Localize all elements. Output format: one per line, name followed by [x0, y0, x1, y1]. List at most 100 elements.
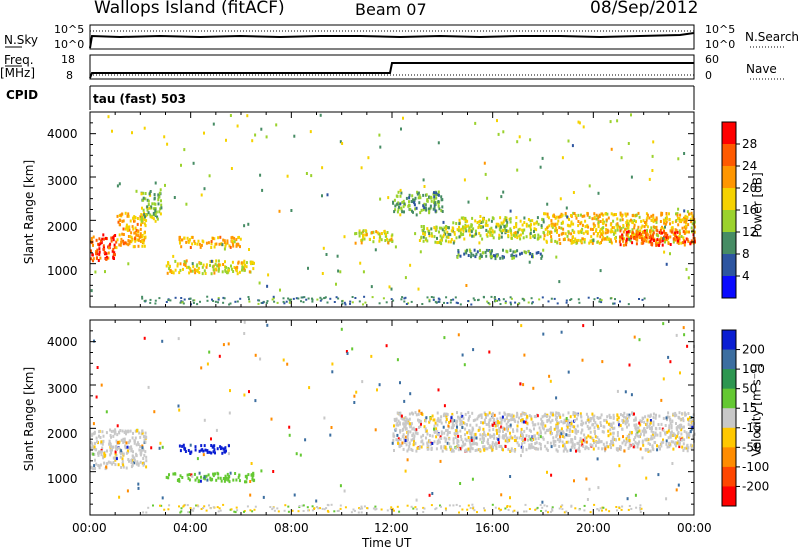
heatmap-cell [232, 478, 235, 482]
heatmap-cell [293, 493, 296, 497]
heatmap-cell [95, 250, 98, 254]
heatmap-cell [330, 503, 333, 506]
heatmap-cell [183, 148, 186, 152]
heatmap-cell [645, 423, 648, 426]
heatmap-cell [472, 297, 475, 300]
heatmap-cell [542, 218, 545, 222]
heatmap-cell [451, 419, 454, 423]
heatmap-cell [504, 227, 507, 231]
heatmap-cell [509, 425, 512, 429]
heatmap-cell [143, 218, 146, 222]
heatmap-cell [102, 233, 105, 237]
heatmap-cell [196, 457, 199, 461]
heatmap-cell [141, 239, 144, 243]
heatmap-cell [467, 254, 470, 257]
heatmap-cell [542, 220, 545, 224]
heatmap-cell [487, 432, 490, 436]
heatmap-cell [660, 236, 663, 240]
heatmap-cell [110, 445, 113, 449]
heatmap-cell [664, 222, 667, 226]
heatmap-cell [468, 226, 471, 230]
heatmap-cell [669, 243, 672, 246]
heatmap-cell [311, 297, 313, 300]
heatmap-cell [630, 235, 632, 239]
heatmap-cell [665, 236, 668, 240]
heatmap-cell [435, 226, 438, 230]
heatmap-cell [663, 237, 666, 241]
heatmap-cell [652, 416, 655, 420]
freq-tick-top: 18 [61, 53, 75, 66]
heatmap-cell [258, 281, 261, 285]
heatmap-cell [214, 300, 217, 303]
heatmap-cell [424, 206, 427, 210]
heatmap-cell [431, 234, 434, 238]
heatmap-cell [639, 504, 642, 507]
heatmap-cell [229, 114, 232, 117]
heatmap-cell [375, 230, 378, 234]
heatmap-cell [560, 330, 563, 334]
heatmap-cell [200, 475, 202, 479]
heatmap-cell [266, 284, 269, 288]
heatmap-cell [350, 511, 353, 514]
heatmap-cell [627, 423, 630, 427]
heatmap-cell [601, 238, 604, 242]
heatmap-cell [534, 437, 537, 441]
heatmap-cell [513, 232, 516, 235]
heatmap-cell [409, 263, 412, 267]
heatmap-cell [440, 242, 443, 246]
heatmap-cell [160, 206, 163, 210]
heatmap-cell [546, 202, 549, 206]
heatmap-cell [287, 505, 290, 508]
heatmap-cell [503, 255, 505, 259]
heatmap-cell [555, 411, 558, 415]
heatmap-cell [492, 428, 495, 431]
heatmap-cell [424, 419, 427, 423]
heatmap-cell [315, 499, 318, 503]
heatmap-cell [525, 235, 528, 239]
heatmap-cell [495, 420, 498, 424]
heatmap-cell [488, 227, 491, 231]
heatmap-cell [402, 116, 404, 120]
heatmap-cell [408, 442, 411, 446]
heatmap-cell [135, 454, 138, 458]
heatmap-cell [577, 238, 580, 242]
heatmap-cell [500, 444, 503, 448]
heatmap-cell [95, 252, 98, 256]
heatmap-cell [580, 419, 583, 423]
heatmap-cell [136, 222, 139, 226]
heatmap-cell [222, 296, 225, 299]
heatmap-cell [125, 466, 128, 470]
vel-range-tick: 4000 [47, 335, 78, 349]
heatmap-cell [615, 506, 618, 508]
heatmap-cell [402, 433, 405, 437]
heatmap-cell [203, 505, 206, 508]
heatmap-cell [652, 412, 655, 416]
heatmap-cell [198, 242, 201, 246]
heatmap-cell [602, 235, 605, 239]
heatmap-cell [93, 445, 96, 449]
heatmap-cell [443, 336, 446, 340]
heatmap-cell [479, 248, 481, 252]
heatmap-cell [530, 443, 533, 446]
heatmap-cell [567, 418, 570, 422]
heatmap-cell [272, 470, 275, 473]
heatmap-cell [253, 508, 256, 511]
heatmap-cell [310, 174, 313, 178]
heatmap-cell [584, 225, 587, 229]
heatmap-cell [186, 236, 189, 240]
heatmap-cell [630, 431, 633, 434]
heatmap-cell [408, 417, 411, 421]
heatmap-cell [503, 224, 506, 228]
heatmap-cell [693, 220, 696, 224]
heatmap-cell [615, 213, 617, 216]
heatmap-cell [656, 238, 659, 242]
heatmap-cell [407, 432, 410, 436]
heatmap-cell [420, 422, 422, 426]
heatmap-cell [440, 421, 443, 425]
heatmap-cell [179, 262, 182, 266]
heatmap-cell [422, 235, 425, 239]
heatmap-cell [339, 270, 342, 274]
heatmap-cell [510, 418, 513, 422]
heatmap-cell [571, 228, 574, 232]
heatmap-cell [643, 225, 646, 229]
